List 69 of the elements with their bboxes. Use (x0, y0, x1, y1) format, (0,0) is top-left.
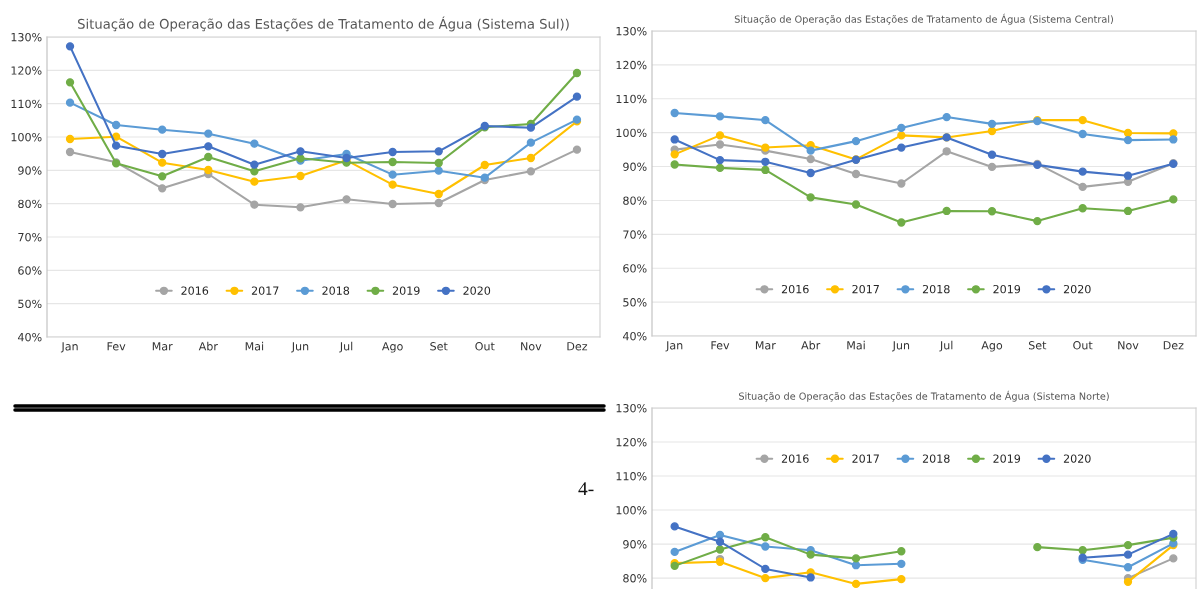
x-tick-label: Jan (665, 341, 683, 352)
y-tick-label: 120% (616, 60, 647, 70)
y-tick-label: 50% (18, 299, 42, 309)
y-tick-label: 90% (623, 540, 647, 549)
legend-label: 2017 (852, 284, 879, 294)
legend-label: 2020 (1063, 454, 1091, 463)
x-tick-label: Jul (339, 341, 353, 353)
y-tick-label: 90% (623, 162, 647, 171)
y-tick-label: 80% (623, 574, 647, 583)
x-tick-label: Set (430, 342, 448, 351)
legend-label: 2017 (251, 286, 279, 295)
y-tick-label: 130% (616, 26, 647, 36)
y-tick-label: 110% (11, 99, 42, 109)
y-tick-label: 90% (18, 166, 42, 175)
x-tick-label: Out (1073, 341, 1093, 350)
legend-label: 2016 (181, 286, 209, 295)
x-tick-label: Dez (567, 342, 588, 351)
x-tick-label: Out (475, 342, 495, 351)
y-tick-label: 100% (616, 506, 647, 515)
y-tick-label: 110% (616, 472, 647, 481)
x-tick-label: Set (1028, 341, 1047, 350)
x-tick-label: Nov (521, 342, 542, 351)
x-tick-label: Mai (847, 340, 865, 350)
x-tick-label: Mar (755, 341, 776, 350)
x-tick-label: Fev (711, 341, 730, 350)
x-tick-label: Jun (291, 342, 309, 353)
chart-title: Situação de Operação das Estações de Tratamento de Água (Sistema Norte) (739, 390, 1109, 402)
legend-label: 2018 (322, 286, 350, 295)
legend-label: 2018 (922, 284, 950, 294)
y-tick-label: 80% (623, 196, 647, 205)
y-tick-label: 100% (11, 132, 42, 142)
legend-label: 2018 (922, 454, 950, 463)
x-tick-label: Abr (801, 340, 821, 350)
legend-label: 2020 (1063, 284, 1091, 294)
y-tick-label: 120% (616, 438, 647, 447)
text: 4- (578, 482, 594, 495)
x-tick-label: Mai (245, 341, 264, 351)
x-tick-label: Fev (107, 342, 126, 351)
x-tick-label: Mar (152, 342, 173, 351)
x-tick-label: Jun (892, 341, 910, 352)
x-tick-label: Abr (198, 341, 218, 351)
chart-title: Situação de Operação das Estações de Tratamento de Água (Sistema Central) (734, 13, 1113, 25)
y-tick-label: 120% (11, 66, 42, 75)
legend-label: 2019 (993, 454, 1021, 463)
y-tick-label: 80% (18, 199, 42, 209)
x-tick-label: Ago (381, 342, 403, 353)
legend-label: 2016 (781, 454, 809, 463)
legend-label: 2019 (392, 286, 420, 295)
y-tick-label: 40% (622, 331, 647, 341)
x-tick-label: Nov (1118, 341, 1139, 350)
x-tick-label: Jul (939, 340, 953, 352)
y-tick-label: 110% (616, 94, 647, 104)
y-tick-label: 60% (623, 264, 647, 273)
legend-label: 2016 (781, 284, 809, 294)
x-tick-label: Ago (981, 341, 1003, 352)
y-tick-label: 50% (623, 298, 647, 307)
y-tick-label: 70% (18, 232, 42, 242)
legend-label: 2017 (852, 454, 879, 463)
y-tick-label: 60% (18, 266, 42, 275)
legend-label: 2020 (463, 286, 491, 295)
y-tick-label: 70% (623, 230, 647, 239)
x-tick-label: Dez (1163, 341, 1184, 350)
x-tick-label: Jan (60, 342, 78, 353)
y-tick-label: 100% (616, 128, 647, 138)
y-tick-label: 130% (11, 32, 42, 42)
chart-title: Situação de Operação das Estações de Tratamento de Água (Sistema Sul)) (78, 16, 569, 32)
y-tick-label: 130% (616, 403, 647, 413)
legend-label: 2019 (993, 284, 1021, 294)
y-tick-label: 40% (17, 332, 42, 342)
